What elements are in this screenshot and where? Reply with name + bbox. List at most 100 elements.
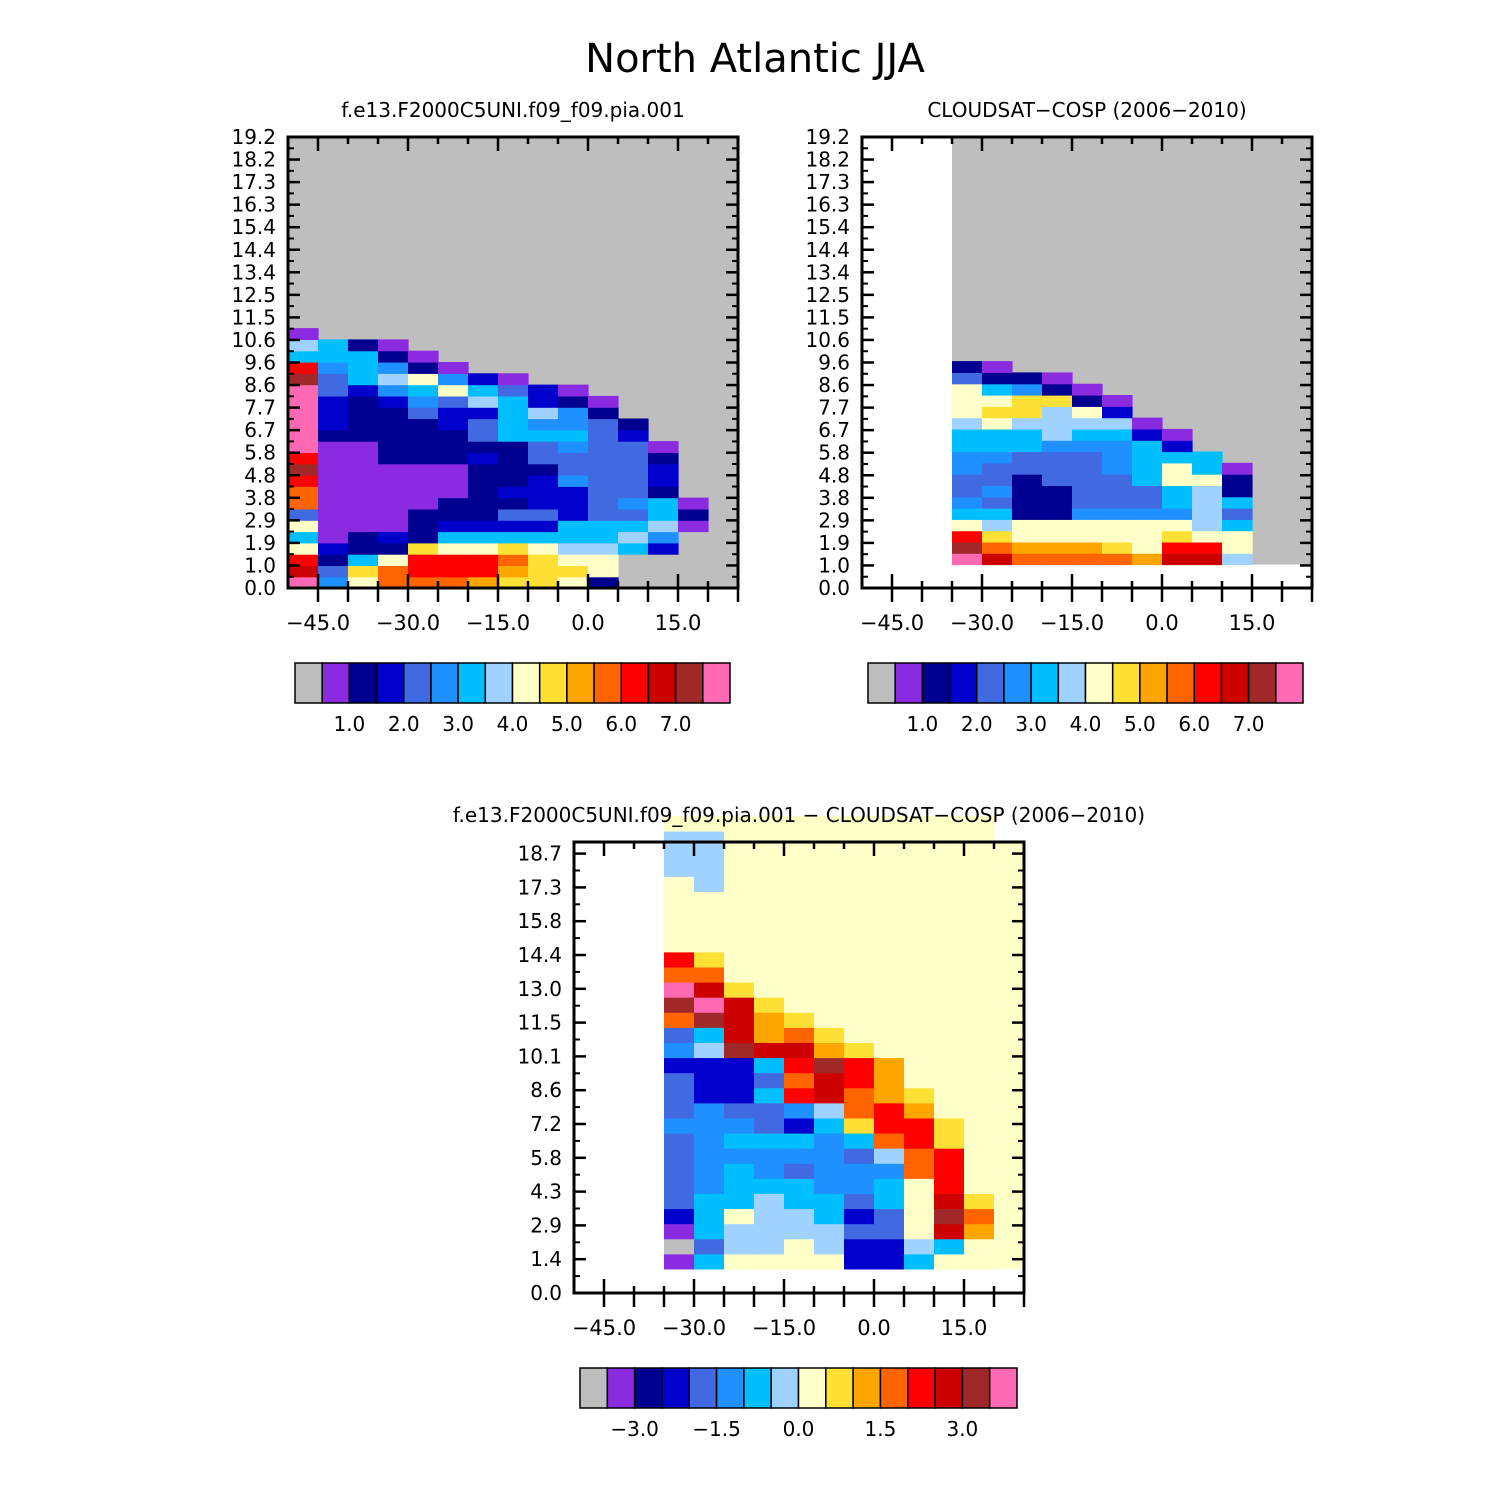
diff-cell bbox=[934, 1072, 965, 1089]
obs-cell bbox=[952, 553, 983, 566]
diff-cell bbox=[694, 876, 725, 892]
diff-cell bbox=[784, 1027, 815, 1043]
model-cell bbox=[288, 328, 319, 340]
diff-cell bbox=[964, 1117, 995, 1134]
model-cell bbox=[348, 362, 379, 374]
model-cell bbox=[348, 429, 379, 442]
diff-cell bbox=[814, 1102, 845, 1119]
diff-cell bbox=[904, 861, 935, 877]
diff-cell bbox=[664, 861, 695, 877]
diff-cell bbox=[904, 846, 935, 862]
obs-cell bbox=[1102, 496, 1133, 509]
model-cell bbox=[378, 486, 409, 499]
model-cell bbox=[408, 362, 439, 374]
obs-cell bbox=[982, 462, 1013, 475]
model-cell bbox=[528, 520, 559, 533]
diff-cell bbox=[904, 906, 935, 923]
model-cell bbox=[468, 407, 499, 420]
diff-cell bbox=[754, 815, 785, 832]
panels: 0.01.01.92.93.84.85.86.77.78.69.610.611.… bbox=[231, 98, 1314, 1441]
model-cell bbox=[498, 576, 529, 589]
model-cell bbox=[498, 452, 529, 465]
diff-cell bbox=[724, 876, 755, 892]
model-y-tick-label: 6.7 bbox=[244, 418, 276, 442]
diff-cell bbox=[844, 1253, 875, 1270]
model-y-tick-label: 7.7 bbox=[244, 396, 276, 420]
obs-cell bbox=[982, 417, 1013, 430]
model-cell bbox=[318, 384, 349, 397]
diff-cell bbox=[784, 936, 815, 953]
model-cell bbox=[528, 395, 559, 408]
diff-y-tick-label: 4.3 bbox=[530, 1180, 562, 1204]
obs-cell bbox=[982, 474, 1013, 487]
model-cell bbox=[318, 554, 349, 566]
model-cell bbox=[558, 418, 589, 431]
model-y-tick-label: 4.8 bbox=[244, 463, 276, 487]
model-colorbar-label: 4.0 bbox=[497, 712, 529, 736]
obs-cell bbox=[1042, 530, 1073, 543]
obs-cell bbox=[1162, 451, 1193, 464]
diff-cell bbox=[754, 1057, 785, 1074]
diff-cell bbox=[754, 951, 785, 968]
diff-cell bbox=[844, 861, 875, 877]
diff-cell bbox=[874, 1027, 905, 1043]
obs-cell bbox=[1222, 553, 1253, 566]
diff-cell bbox=[664, 1132, 695, 1149]
diff-cell bbox=[904, 951, 935, 968]
model-cell bbox=[288, 373, 319, 386]
diff-cell bbox=[724, 1057, 755, 1074]
diff-cell bbox=[784, 966, 815, 983]
model-cell bbox=[408, 554, 439, 566]
model-cell bbox=[528, 565, 559, 578]
obs-cell bbox=[1102, 395, 1133, 407]
model-colorbar-box bbox=[647, 662, 677, 704]
obs-cell bbox=[1042, 541, 1073, 554]
diff-cell bbox=[934, 1238, 965, 1255]
diff-cell bbox=[694, 1238, 725, 1255]
obs-cell bbox=[1102, 428, 1133, 441]
diff-cell bbox=[724, 921, 755, 938]
obs-cell bbox=[1102, 485, 1133, 498]
model-cell bbox=[648, 520, 679, 533]
diff-cell bbox=[844, 966, 875, 983]
obs-cell bbox=[1012, 440, 1043, 453]
diff-cell bbox=[814, 1178, 845, 1194]
diff-cell bbox=[844, 815, 875, 832]
model-cell bbox=[528, 452, 559, 465]
diff-cell bbox=[874, 966, 905, 983]
model-x-tick-label: −30.0 bbox=[376, 611, 440, 635]
diff-cell bbox=[784, 1042, 815, 1059]
diff-cell bbox=[934, 846, 965, 862]
diff-cell bbox=[964, 815, 995, 832]
diff-cell bbox=[904, 815, 935, 832]
obs-cell bbox=[1072, 519, 1103, 532]
diff-cell bbox=[844, 921, 875, 938]
model-cell bbox=[438, 418, 469, 431]
diff-cell bbox=[784, 1208, 815, 1225]
obs-cell bbox=[1162, 485, 1193, 498]
model-cell bbox=[648, 508, 679, 521]
obs-cell bbox=[982, 485, 1013, 498]
model-cell bbox=[588, 497, 619, 510]
model-cell bbox=[498, 384, 529, 397]
diff-cell bbox=[874, 936, 905, 953]
diff-cell bbox=[664, 906, 695, 923]
diff-cell bbox=[754, 921, 785, 938]
model-cell bbox=[288, 452, 319, 465]
diff-colorbar-box bbox=[770, 1367, 800, 1409]
obs-cell bbox=[952, 383, 983, 396]
diff-cell bbox=[724, 906, 755, 923]
diff-cell bbox=[694, 1132, 725, 1149]
obs-cell bbox=[1042, 462, 1073, 475]
diff-colorbar-box bbox=[825, 1367, 854, 1409]
model-cell bbox=[288, 554, 319, 566]
model-x-tick-label: −45.0 bbox=[286, 611, 350, 635]
obs-y-tick-label: 8.6 bbox=[818, 373, 850, 397]
diff-cell bbox=[814, 1163, 845, 1179]
diff-cell bbox=[724, 815, 755, 832]
obs-cell bbox=[982, 428, 1013, 441]
diff-cell bbox=[664, 1012, 695, 1028]
diff-cell bbox=[664, 1223, 695, 1240]
obs-cell bbox=[1132, 485, 1163, 498]
model-cell bbox=[648, 475, 679, 487]
